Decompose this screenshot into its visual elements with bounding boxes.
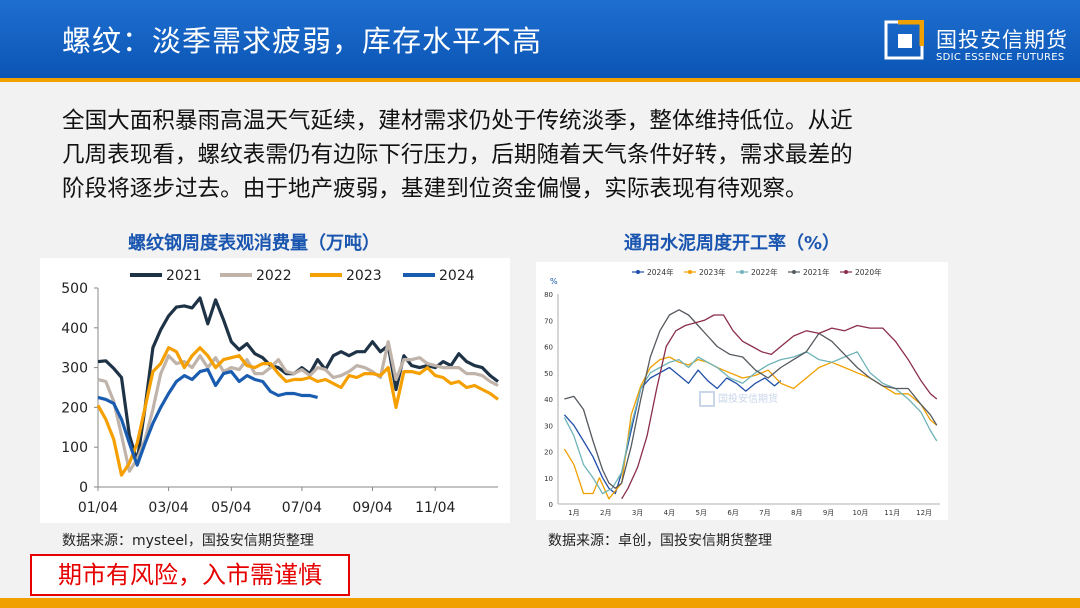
logo-text-en: SDIC ESSENCE FUTURES	[936, 52, 1065, 63]
x-tick-label: 7月	[759, 509, 770, 517]
x-tick-label: 07/04	[282, 500, 322, 516]
logo-text-cn: 国投安信期货	[936, 28, 1068, 52]
y-tick-label: 0	[549, 501, 553, 509]
legend-label-2024: 2024	[439, 268, 475, 284]
x-tick-label: 11月	[884, 509, 900, 517]
y-tick-label: 500	[61, 281, 88, 297]
legend-label-2023: 2023年	[699, 267, 726, 277]
series-line-2024	[97, 367, 318, 467]
legend-marker-2024	[636, 270, 640, 274]
legend-marker-2020	[844, 270, 848, 274]
plot-background	[40, 258, 510, 523]
legend-label-2024: 2024年	[647, 267, 674, 277]
header-accent-line	[0, 78, 1080, 82]
x-tick-label: 03/04	[148, 500, 188, 516]
y-tick-label: 70	[544, 317, 553, 325]
risk-notice: 期市有风险，入市需谨慎	[30, 554, 350, 596]
chart-right-title: 通用水泥周度开工率（%）	[624, 233, 841, 254]
x-tick-label: 1月	[568, 509, 579, 517]
company-logo-icon	[884, 20, 924, 60]
y-tick-label: 80	[544, 291, 553, 299]
x-tick-label: 5月	[696, 509, 707, 517]
x-tick-label: 2月	[600, 509, 611, 517]
footer-accent-line	[0, 598, 1080, 608]
y-tick-label: 30	[544, 422, 553, 430]
y-tick-label: 60	[544, 344, 553, 352]
x-tick-label: 3月	[632, 509, 643, 517]
series-line-2024	[563, 366, 782, 495]
x-tick-label: 8月	[791, 509, 802, 517]
x-tick-label: 4月	[664, 509, 675, 517]
intro-line: 几周表现看，螺纹表需仍有边际下行压力，后期随着天气条件好转，需求最差的	[62, 142, 853, 168]
x-tick-label: 9月	[823, 509, 834, 517]
series-line-2022	[97, 340, 499, 473]
chart-right-source: 数据来源：卓创，国投安信期货整理	[548, 533, 772, 549]
intro-line: 阶段将逐步过去。由于地产疲弱，基建到位资金偏慢，实际表现有待观察。	[62, 176, 808, 202]
legend-label-2023: 2023	[346, 268, 382, 284]
x-tick-label: 09/04	[352, 500, 392, 516]
x-tick-label: 6月	[727, 509, 738, 517]
cement-operating-rate-chart: % 0 10 20 30 40 50 60 70 80 1月 2月 3月 4月 5月 6月 7月 8月 9月 10月 1…	[536, 262, 948, 520]
legend-label-2021: 2021	[166, 268, 202, 284]
series-line-2022	[563, 351, 938, 495]
y-tick-label: 400	[61, 321, 88, 337]
y-tick-label: 10	[544, 475, 553, 483]
legend-label-2022: 2022年	[751, 267, 778, 277]
y-unit-label: %	[550, 277, 558, 286]
x-tick-label: 05/04	[211, 500, 251, 516]
x-tick-label: 12月	[916, 509, 932, 517]
page-title: 螺纹：淡季需求疲弱，库存水平不高	[62, 24, 543, 58]
y-tick-label: 200	[61, 400, 88, 416]
intro-paragraph: 全国大面积暴雨高温天气延续，建材需求仍处于传统淡季，整体维持低位。从近 几周表现…	[62, 104, 1022, 206]
legend-marker-2021	[792, 270, 796, 274]
legend-marker-2023	[688, 270, 692, 274]
watermark-icon	[699, 391, 715, 407]
y-tick-label: 50	[544, 370, 553, 378]
y-tick-label: 40	[544, 396, 553, 404]
intro-line: 全国大面积暴雨高温天气延续，建材需求仍处于传统淡季，整体维持低位。从近	[62, 108, 853, 134]
legend-label-2020: 2020年	[855, 267, 882, 277]
legend-label-2022: 2022	[256, 268, 292, 284]
y-tick-label: 100	[61, 440, 88, 456]
series-line-2021	[564, 309, 938, 489]
x-tick-label: 10月	[852, 509, 868, 517]
series-line-2020	[621, 314, 938, 500]
x-tick-label: 01/04	[78, 500, 118, 516]
series-line-2023	[96, 346, 499, 477]
legend-label-2021: 2021年	[803, 267, 830, 277]
chart-left-source: 数据来源：mysteel，国投安信期货整理	[62, 533, 314, 549]
y-tick-label: 20	[544, 449, 553, 457]
y-tick-label: 0	[79, 480, 88, 496]
rebar-consumption-chart: 0 100 200 300 400 500 01/04 03/04 05/04 07/04 09/0…	[40, 258, 510, 523]
y-tick-label: 300	[61, 361, 88, 377]
legend-marker-2022	[740, 270, 744, 274]
x-tick-label: 11/04	[415, 500, 455, 516]
watermark-text: 国投安信期货	[718, 392, 778, 405]
plot-background	[536, 262, 948, 520]
chart-left-title: 螺纹钢周度表观消费量（万吨）	[128, 233, 380, 254]
